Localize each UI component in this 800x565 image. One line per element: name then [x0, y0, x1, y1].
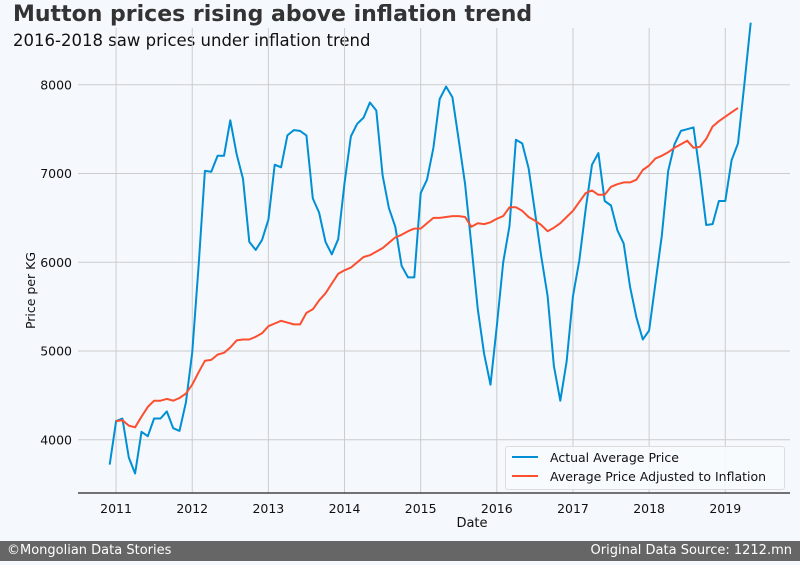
x-tick-label: 2012: [176, 501, 208, 516]
x-tick-label: 2014: [329, 501, 361, 516]
y-tick-label: 5000: [40, 344, 72, 359]
series-lines: [108, 22, 752, 475]
x-axis-label: Date: [456, 516, 487, 531]
y-tick-label: 8000: [40, 77, 72, 92]
y-axis-label: Price per KG: [23, 252, 38, 329]
x-tick-label: 2016: [481, 501, 513, 516]
x-tick-label: 2018: [633, 501, 665, 516]
x-tick-label: 2013: [252, 501, 284, 516]
series-line-inflation-adjusted: [115, 107, 739, 429]
x-tick-label: 2019: [709, 501, 741, 516]
y-tick-label: 6000: [40, 255, 72, 270]
x-gridlines: [115, 28, 726, 493]
footer-source: Original Data Source: 1212.mn: [590, 543, 792, 558]
series-line-actual-price: [108, 22, 752, 475]
y-tick-labels: 4000 5000 6000 7000 8000: [40, 77, 72, 447]
y-tick-label: 4000: [40, 432, 72, 447]
legend-swatch-inflation: [512, 474, 538, 477]
footer-credit: ©Mongolian Data Stories: [7, 543, 172, 558]
x-tick-label: 2015: [405, 501, 437, 516]
legend-item-actual: Actual Average Price: [512, 450, 679, 468]
x-tick-label: 2011: [100, 501, 132, 516]
x-tick-labels: 2011 2012 2013 2014 2015 2016 2017 2018 2019: [100, 501, 741, 516]
footer-bar: ©Mongolian Data Stories Original Data So…: [0, 541, 800, 561]
chart-title: Mutton prices rising above inflation tre…: [13, 2, 533, 27]
y-gridlines: [78, 84, 790, 441]
legend-item-inflation: Average Price Adjusted to Inflation: [512, 469, 766, 487]
legend-label-inflation: Average Price Adjusted to Inflation: [550, 469, 767, 484]
y-tick-label: 7000: [40, 166, 72, 181]
legend-swatch-actual: [512, 455, 538, 458]
x-tick-label: 2017: [557, 501, 589, 516]
chart-legend: Actual Average Price Average Price Adjus…: [505, 446, 785, 490]
chart-plot: 2011 2012 2013 2014 2015 2016 2017 2018 2019 400…: [23, 22, 790, 531]
legend-label-actual: Actual Average Price: [550, 450, 679, 465]
